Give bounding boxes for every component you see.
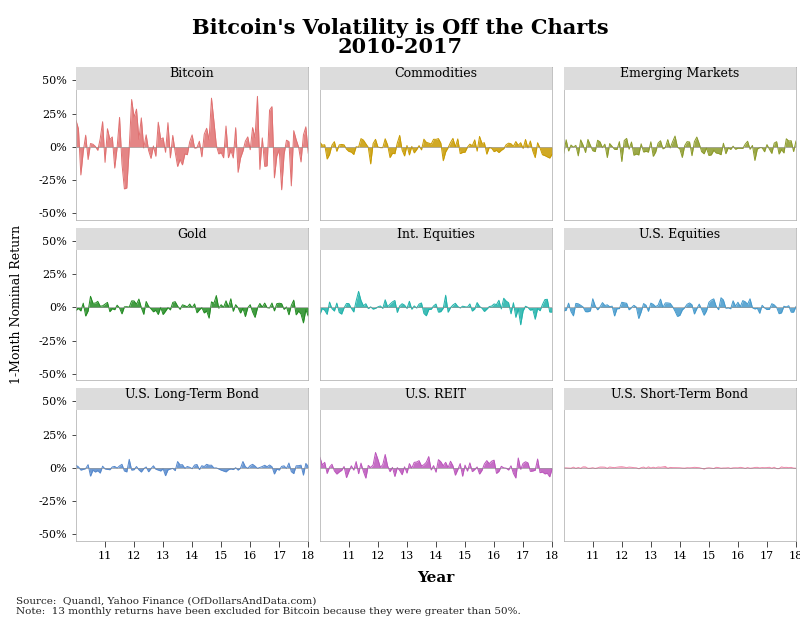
Text: Int. Equities: Int. Equities: [397, 228, 475, 241]
Bar: [76, 228, 308, 250]
Bar: [320, 388, 552, 410]
Bar: [564, 228, 796, 250]
Text: U.S. Equities: U.S. Equities: [639, 228, 721, 241]
Text: U.S. Long-Term Bond: U.S. Long-Term Bond: [125, 388, 259, 401]
Text: U.S. REIT: U.S. REIT: [406, 388, 466, 401]
Text: Emerging Markets: Emerging Markets: [620, 67, 739, 80]
Bar: [320, 228, 552, 250]
Text: Year: Year: [418, 571, 454, 585]
Bar: [564, 67, 796, 90]
Text: Bitcoin's Volatility is Off the Charts: Bitcoin's Volatility is Off the Charts: [192, 18, 608, 38]
Bar: [320, 67, 552, 90]
Text: 2010-2017: 2010-2017: [338, 37, 462, 57]
Text: Gold: Gold: [178, 228, 207, 241]
Text: Bitcoin: Bitcoin: [170, 67, 214, 80]
Bar: [76, 67, 308, 90]
Text: Commodities: Commodities: [394, 67, 478, 80]
Bar: [564, 388, 796, 410]
Text: Source:  Quandl, Yahoo Finance (OfDollarsAndData.com)
Note:  13 monthly returns : Source: Quandl, Yahoo Finance (OfDollars…: [16, 596, 521, 616]
Text: U.S. Short-Term Bond: U.S. Short-Term Bond: [611, 388, 749, 401]
Text: 1-Month Nominal Return: 1-Month Nominal Return: [10, 225, 22, 383]
Bar: [76, 388, 308, 410]
